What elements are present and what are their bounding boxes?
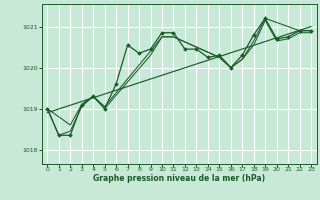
X-axis label: Graphe pression niveau de la mer (hPa): Graphe pression niveau de la mer (hPa): [93, 174, 265, 183]
